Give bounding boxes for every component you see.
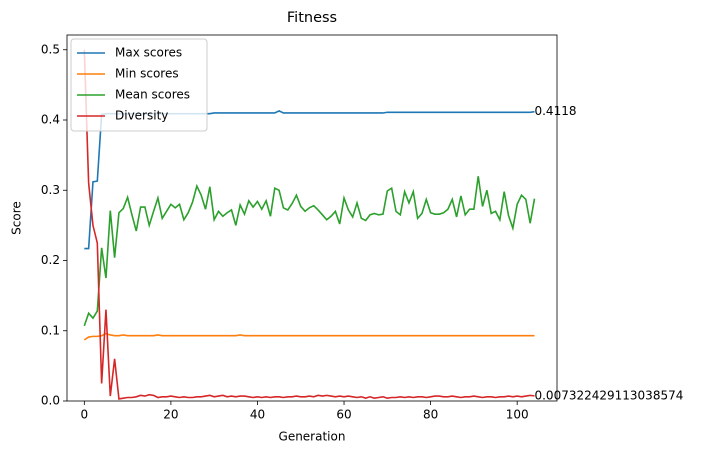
series-line (83, 332, 535, 341)
legend-label: Diversity (115, 109, 168, 123)
annotation: 0.007322429113038574 (534, 388, 683, 402)
y-tick-label: 0.4 (41, 113, 60, 127)
chart-title: Fitness (287, 10, 337, 26)
y-axis-label: Score (10, 201, 24, 235)
annotation: 0.4118 (534, 104, 576, 118)
legend-label: Min scores (115, 67, 179, 81)
y-tick-label: 0.1 (41, 323, 60, 337)
series-line (83, 49, 535, 400)
y-tick-label: 0.2 (41, 253, 60, 267)
series-line (84, 109, 535, 250)
legend-box (70, 38, 208, 132)
x-tick-label: 40 (250, 408, 265, 422)
x-tick-label: 80 (423, 408, 438, 422)
series-line (83, 176, 536, 327)
y-tick-label: 0.5 (41, 42, 60, 56)
legend-label: Mean scores (115, 88, 190, 102)
x-tick-label: 0 (80, 408, 88, 422)
x-tick-label: 100 (506, 408, 529, 422)
legend-label: Max scores (115, 46, 182, 60)
x-tick-label: 60 (336, 408, 351, 422)
x-tick-label: 20 (163, 408, 178, 422)
plot-frame (66, 34, 558, 402)
y-tick-label: 0.3 (41, 183, 60, 197)
x-axis-label: Generation (279, 430, 346, 444)
y-tick-label: 0.0 (41, 394, 60, 408)
